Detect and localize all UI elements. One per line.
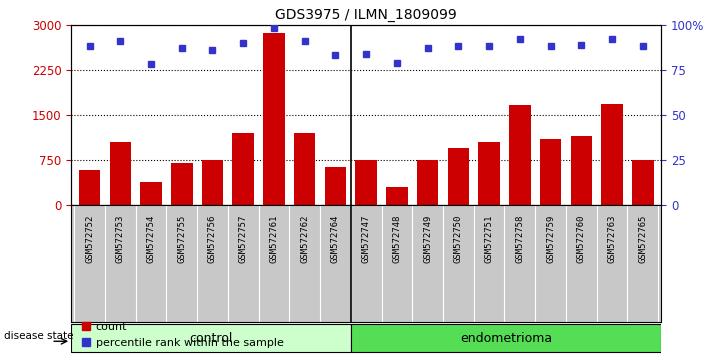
Bar — [632, 160, 653, 205]
Bar — [109, 142, 131, 205]
Text: GSM572764: GSM572764 — [331, 215, 340, 263]
Bar — [71, 324, 351, 353]
Text: GSM572750: GSM572750 — [454, 215, 463, 263]
Text: GSM572749: GSM572749 — [423, 215, 432, 263]
Text: GSM572765: GSM572765 — [638, 215, 647, 263]
Title: GDS3975 / ILMN_1809099: GDS3975 / ILMN_1809099 — [275, 8, 457, 22]
Bar — [386, 187, 407, 205]
Bar — [417, 160, 439, 205]
Bar — [356, 160, 377, 205]
Text: control: control — [189, 332, 232, 344]
Text: GSM572751: GSM572751 — [485, 215, 493, 263]
Bar — [171, 163, 193, 205]
Text: GSM572763: GSM572763 — [608, 215, 616, 263]
Text: endometrioma: endometrioma — [460, 332, 552, 344]
Bar — [232, 133, 254, 205]
Text: GSM572762: GSM572762 — [300, 215, 309, 263]
Bar — [570, 136, 592, 205]
Text: GSM572753: GSM572753 — [116, 215, 124, 263]
Bar — [479, 142, 500, 205]
Bar — [263, 33, 284, 205]
Bar — [294, 133, 316, 205]
Text: GSM572752: GSM572752 — [85, 215, 94, 263]
Legend: count, percentile rank within the sample: count, percentile rank within the sample — [77, 318, 288, 352]
Text: disease state: disease state — [4, 331, 74, 342]
Bar — [509, 105, 530, 205]
Bar — [448, 148, 469, 205]
Text: GSM572758: GSM572758 — [515, 215, 524, 263]
Bar — [202, 160, 223, 205]
Bar — [140, 182, 162, 205]
Bar — [79, 170, 100, 205]
Text: GSM572761: GSM572761 — [269, 215, 279, 263]
Text: GSM572748: GSM572748 — [392, 215, 402, 263]
Text: GSM572759: GSM572759 — [546, 215, 555, 263]
Text: GSM572760: GSM572760 — [577, 215, 586, 263]
Text: GSM572756: GSM572756 — [208, 215, 217, 263]
Text: GSM572755: GSM572755 — [177, 215, 186, 263]
Bar — [540, 139, 562, 205]
Text: GSM572757: GSM572757 — [239, 215, 247, 263]
Text: GSM572754: GSM572754 — [146, 215, 156, 263]
Bar — [325, 167, 346, 205]
Text: GSM572747: GSM572747 — [362, 215, 370, 263]
Bar — [351, 324, 661, 353]
Bar — [602, 104, 623, 205]
